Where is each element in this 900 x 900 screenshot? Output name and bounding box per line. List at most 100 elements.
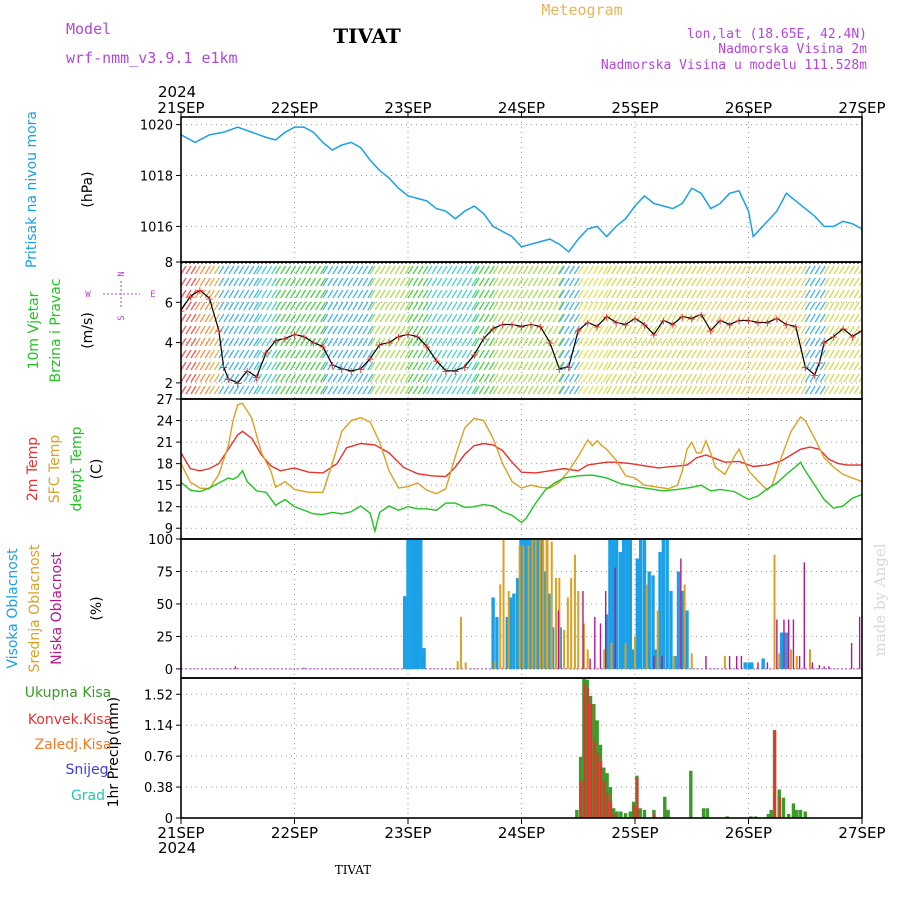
wind-barb: [606, 337, 613, 347]
wind-barb: [243, 361, 250, 371]
wind-marker: +: [829, 331, 838, 344]
wind-barb: [295, 301, 302, 311]
wind-barb: [666, 325, 673, 335]
wind-barb: [780, 277, 787, 287]
wind-barb: [671, 337, 678, 347]
wind-barb: [471, 373, 478, 383]
wind-barb: [426, 301, 433, 311]
wind-barb: [417, 349, 424, 359]
wind-barb: [367, 265, 374, 275]
wind-marker: +: [753, 316, 762, 329]
wind-barb: [671, 325, 678, 335]
wind-barb: [696, 265, 703, 275]
wind-barb: [285, 277, 292, 287]
wind-barb: [833, 385, 840, 395]
wind-barb: [606, 277, 613, 287]
high-cloud-bar: [505, 616, 510, 669]
wind-barb: [285, 373, 292, 383]
wind-barb: [412, 265, 419, 275]
wind-barb: [597, 301, 604, 311]
low-cloud-bar: [828, 666, 830, 669]
wind-barb: [352, 265, 359, 275]
wind-barb: [492, 373, 499, 383]
wind-barb: [228, 313, 235, 323]
wind-barb: [606, 301, 613, 311]
wind-barb: [185, 349, 192, 359]
wind-barb: [466, 265, 473, 275]
wind-barb: [347, 277, 354, 287]
wind-marker: +: [815, 357, 824, 370]
wind-barb: [194, 277, 201, 287]
wind-barb: [602, 277, 609, 287]
wind-barb: [656, 325, 663, 335]
axis-title: (hPa): [80, 171, 96, 207]
total-precip-bar: [612, 808, 616, 818]
wind-barb: [362, 301, 369, 311]
wind-barb: [547, 349, 554, 359]
total-precip-bar: [701, 808, 706, 818]
wind-barb: [512, 361, 519, 371]
wind-barb: [790, 265, 797, 275]
high-cloud-bar: [495, 616, 499, 669]
wind-barb: [582, 289, 589, 299]
low-cloud-bar: [728, 655, 731, 669]
wind-barb: [730, 337, 737, 347]
wind-barb: [208, 361, 215, 371]
high-cloud-bar: [519, 539, 523, 669]
wind-barb: [705, 289, 712, 299]
wind-barb: [228, 349, 235, 359]
wind-barb: [223, 313, 230, 323]
wind-barb: [636, 373, 643, 383]
wind-barb: [507, 265, 514, 275]
wind-barb: [461, 277, 468, 287]
wind-barb: [800, 289, 807, 299]
wind-barb: [446, 337, 453, 347]
wind-barb: [497, 337, 504, 347]
wind-barb: [828, 277, 835, 287]
wind-barb: [843, 349, 850, 359]
total-precip-bar: [689, 770, 693, 818]
wind-barb: [666, 265, 673, 275]
total-precip-bar: [791, 803, 796, 818]
axis-title: 2m Temp: [25, 437, 41, 501]
wind-barb: [407, 325, 414, 335]
wind-barb: [557, 349, 564, 359]
wind-barb: [327, 325, 334, 335]
wind-barb: [456, 373, 463, 383]
wind-barb: [838, 277, 845, 287]
wind-barb: [285, 313, 292, 323]
wind-barb: [185, 385, 192, 395]
wind-barb: [651, 313, 658, 323]
wind-barb: [626, 337, 633, 347]
wind-barb: [362, 289, 369, 299]
wind-barb: [641, 265, 648, 275]
wind-barb: [399, 277, 406, 287]
total-precip-bar: [786, 813, 791, 818]
wind-barb: [780, 301, 787, 311]
wind-barb: [441, 289, 448, 299]
wind-barb: [199, 313, 206, 323]
conv-precip-bar: [580, 781, 583, 818]
wind-barb: [676, 337, 683, 347]
wind-barb: [573, 301, 580, 311]
wind-barb: [389, 289, 396, 299]
wind-barb: [661, 361, 668, 371]
wind-barb: [190, 337, 197, 347]
axis-title: Srednja Oblacnost: [27, 544, 43, 672]
wind-barb: [194, 325, 201, 335]
wind-barb: [765, 361, 772, 371]
wind-barb: [558, 337, 565, 347]
y-tick-label: 0.76: [144, 750, 173, 765]
plot-area: [181, 126, 862, 253]
high-cloud-bar: [604, 614, 609, 669]
wind-barb: [456, 361, 463, 371]
wind-barb: [275, 373, 282, 383]
wind-barb: [492, 349, 499, 359]
wind-barb: [641, 373, 648, 383]
wind-barb: [691, 385, 698, 395]
wind-barb: [853, 265, 860, 275]
wind-barb: [417, 289, 424, 299]
station-elevation: Nadmorska Visina 2m: [718, 42, 867, 57]
wind-marker: +: [725, 318, 734, 331]
wind-barb: [483, 301, 490, 311]
